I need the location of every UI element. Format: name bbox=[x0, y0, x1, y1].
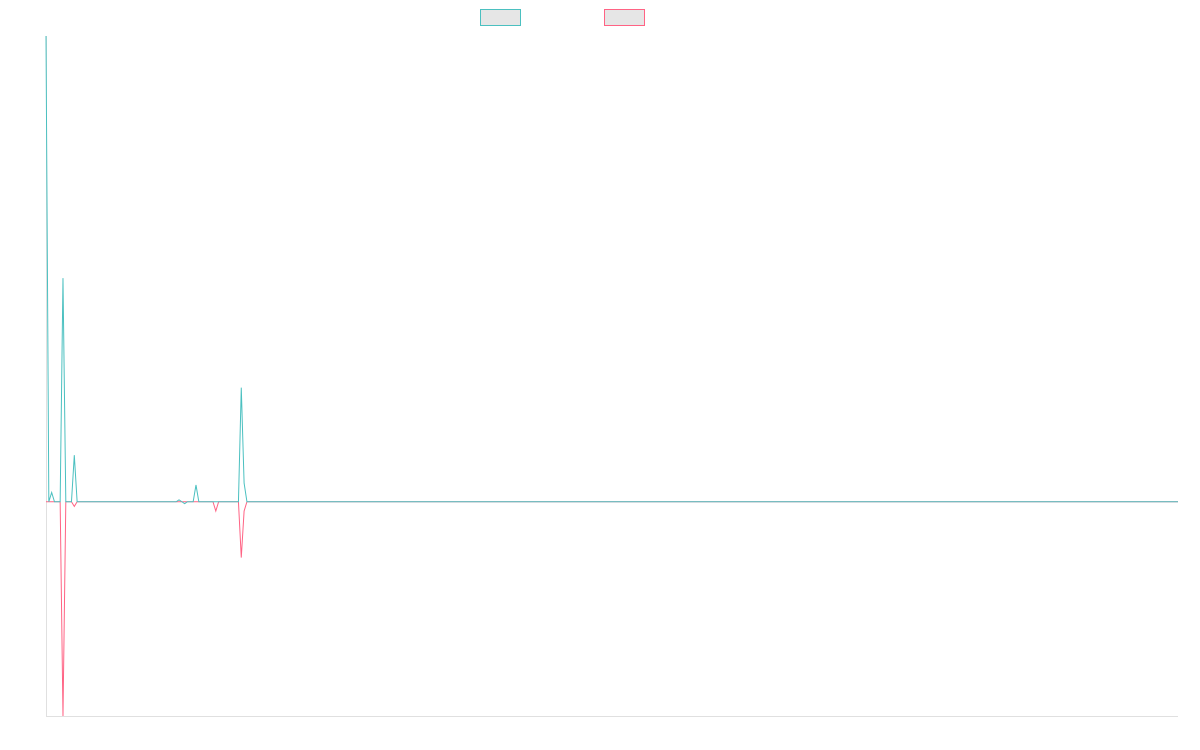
series-line-2[interactable] bbox=[46, 501, 1178, 717]
series-line-1[interactable] bbox=[45, 35, 1178, 505]
series-layer bbox=[45, 35, 1178, 717]
legend-swatch-series-1[interactable] bbox=[480, 9, 521, 26]
legend bbox=[480, 9, 645, 26]
legend-swatch-series-2[interactable] bbox=[604, 9, 645, 26]
